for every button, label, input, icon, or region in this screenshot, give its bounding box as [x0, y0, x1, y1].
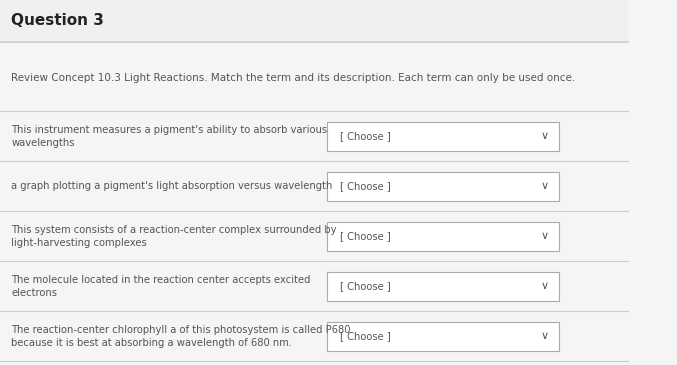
Text: This instrument measures a pigment's ability to absorb various
wavelengths: This instrument measures a pigment's abi…	[12, 124, 328, 148]
Text: Review Concept 10.3 Light Reactions. Match the term and its description. Each te: Review Concept 10.3 Light Reactions. Mat…	[12, 73, 575, 84]
Text: [ Choose ]: [ Choose ]	[341, 281, 391, 291]
FancyBboxPatch shape	[326, 222, 559, 250]
Text: ∨: ∨	[541, 281, 549, 291]
FancyBboxPatch shape	[326, 122, 559, 150]
Text: ∨: ∨	[541, 181, 549, 191]
Text: ∨: ∨	[541, 131, 549, 141]
FancyBboxPatch shape	[326, 172, 559, 200]
FancyBboxPatch shape	[326, 272, 559, 300]
Text: [ Choose ]: [ Choose ]	[341, 181, 391, 191]
Text: The reaction-center chlorophyll a of this photosystem is called P680
because it : The reaction-center chlorophyll a of thi…	[12, 324, 351, 348]
FancyBboxPatch shape	[0, 0, 628, 42]
Text: [ Choose ]: [ Choose ]	[341, 331, 391, 341]
Text: ∨: ∨	[541, 331, 549, 341]
Text: [ Choose ]: [ Choose ]	[341, 231, 391, 241]
FancyBboxPatch shape	[326, 322, 559, 350]
Text: [ Choose ]: [ Choose ]	[341, 131, 391, 141]
Text: Question 3: Question 3	[12, 14, 104, 28]
Text: The molecule located in the reaction center accepts excited
electrons: The molecule located in the reaction cen…	[12, 274, 311, 298]
Text: a graph plotting a pigment's light absorption versus wavelength: a graph plotting a pigment's light absor…	[12, 181, 332, 191]
Text: This system consists of a reaction-center complex surrounded by
light-harvesting: This system consists of a reaction-cente…	[12, 224, 336, 248]
Text: ∨: ∨	[541, 231, 549, 241]
